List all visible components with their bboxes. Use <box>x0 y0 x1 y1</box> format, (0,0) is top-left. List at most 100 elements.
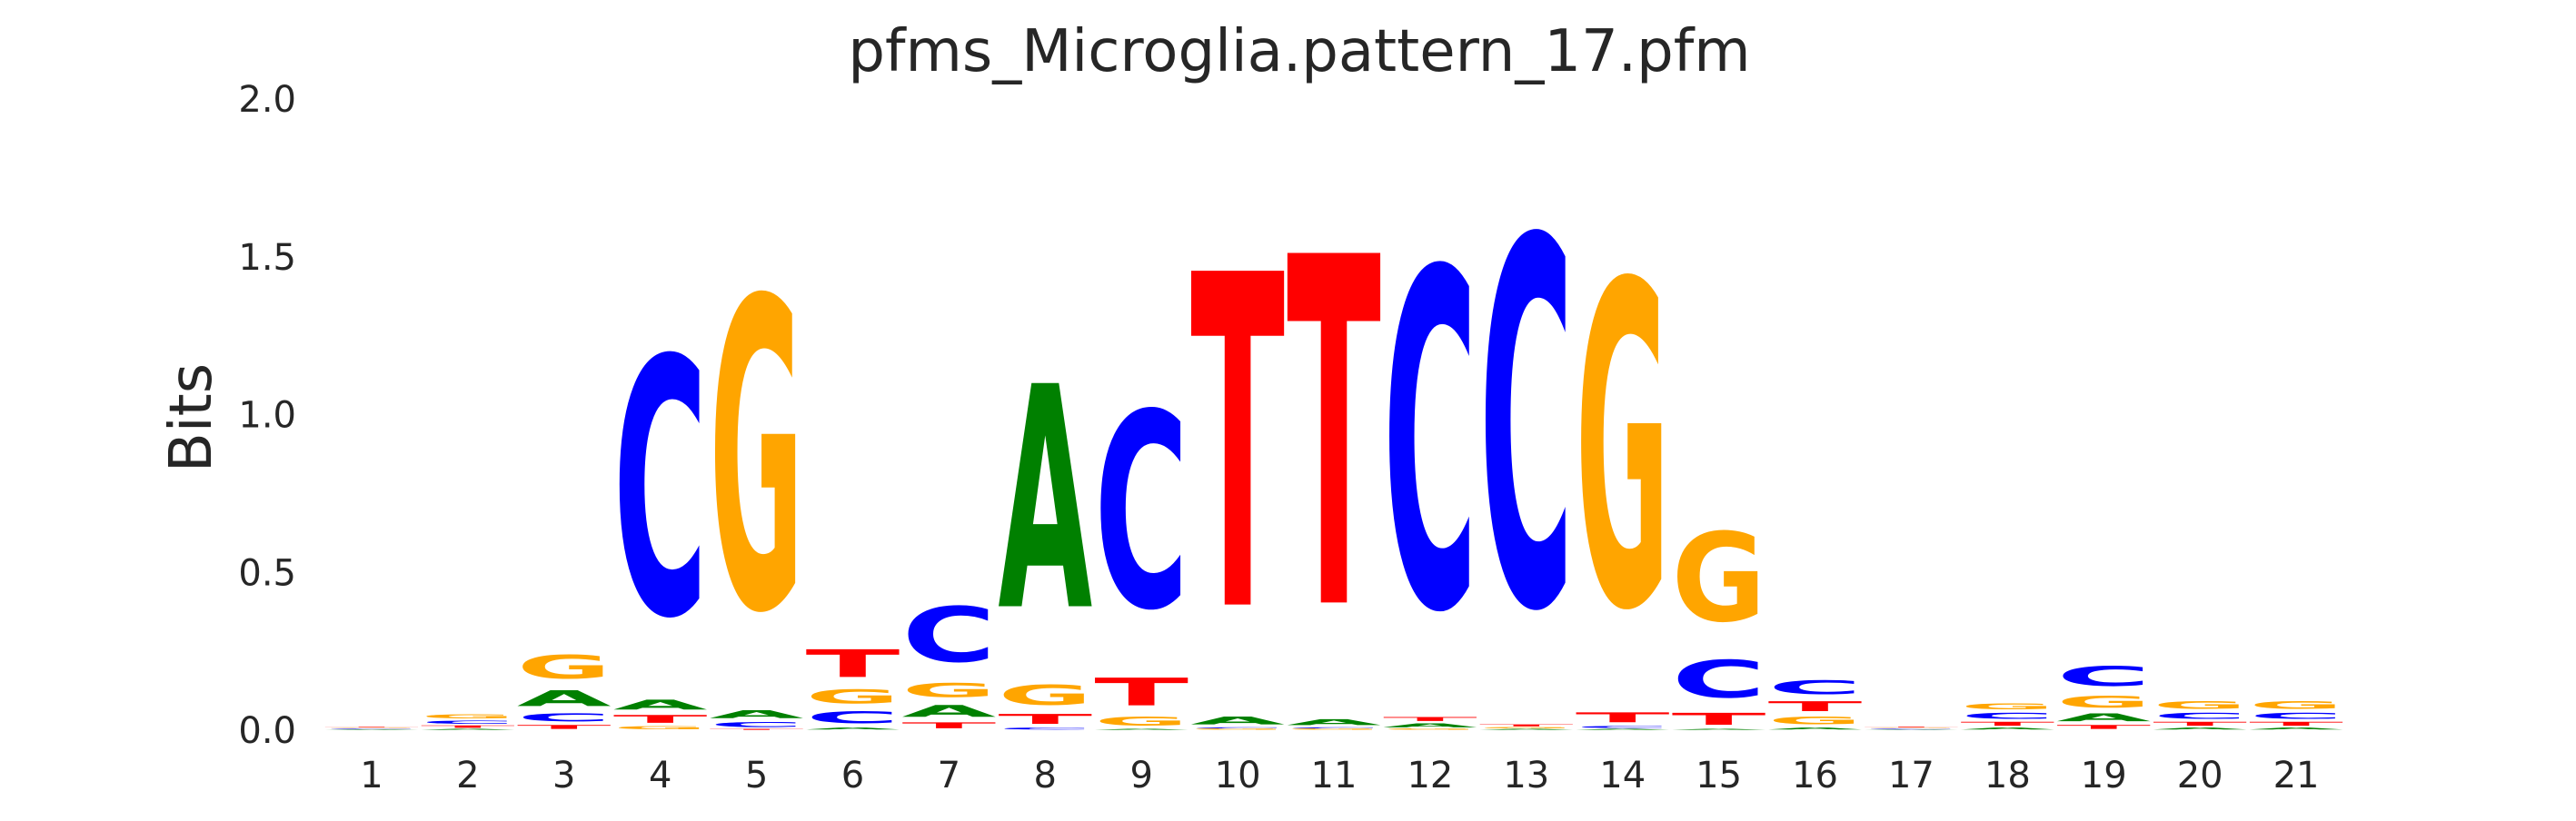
logo-letter-g: G <box>1190 728 1285 730</box>
logo-letter-a: A <box>710 708 804 721</box>
logo-letter-a: A <box>613 697 708 713</box>
logo-letter-c: C <box>710 721 804 729</box>
logo-letter-g: G <box>2056 692 2151 711</box>
logo-letter-a: A <box>2249 727 2343 730</box>
x-tick-label: 15 <box>1696 755 1742 796</box>
x-tick-label: 11 <box>1311 755 1358 796</box>
logo-letter-a: A <box>324 729 419 730</box>
logo-letter-t: T <box>1576 710 1670 726</box>
logo-letter-g: G <box>2249 698 2343 711</box>
logo-letter-c: C <box>1768 677 1863 698</box>
logo-letter-c: C <box>1865 728 1959 729</box>
logo-letter-c: C <box>2249 711 2343 720</box>
logo-letter-t: T <box>421 725 515 728</box>
logo-letter-a: A <box>2153 727 2247 730</box>
logo-letter-c: C <box>2056 661 2151 693</box>
logo-letter-a: A <box>517 686 612 711</box>
logo-letters: ACGTATCGTCAGGTACTCAGACGTTAGCCTGAAGTCGCAT… <box>324 136 2343 730</box>
x-tick-label: 14 <box>1599 755 1646 796</box>
logo-letter-t: T <box>710 728 804 730</box>
y-axis-label: Bits <box>158 363 225 472</box>
x-tick-label: 9 <box>1129 755 1152 796</box>
x-tick-label: 10 <box>1215 755 1261 796</box>
x-tick-label: 17 <box>1888 755 1934 796</box>
logo-letter-a: A <box>998 323 1093 679</box>
logo-letter-t: T <box>998 711 1092 727</box>
logo-letter-t: T <box>613 713 708 726</box>
logo-letter-c: C <box>1190 727 1285 729</box>
logo-letter-t: T <box>1672 709 1766 728</box>
logo-letter-t: T <box>1190 179 1286 713</box>
logo-letter-g: G <box>517 648 612 687</box>
logo-letter-g: G <box>806 687 900 708</box>
logo-letter-t: T <box>1094 670 1189 715</box>
logo-letter-a: A <box>901 702 996 721</box>
logo-letter-g: G <box>1383 728 1477 730</box>
logo-letter-t: T <box>2056 724 2151 730</box>
x-tick-label: 1 <box>360 755 383 796</box>
logo-letter-c: C <box>1383 176 1477 715</box>
logo-letter-a: A <box>1190 715 1285 727</box>
logo-letter-a: A <box>421 728 515 730</box>
y-tick-label: 2.0 <box>238 79 296 121</box>
x-tick-label: 5 <box>745 755 768 796</box>
logo-letter-t: T <box>517 724 612 730</box>
logo-letter-a: A <box>1960 727 2054 730</box>
x-tick-label: 4 <box>649 755 671 796</box>
logo-letter-t: T <box>1479 724 1574 727</box>
y-tick-label: 1.5 <box>238 237 296 279</box>
y-tick-label: 0.5 <box>238 552 296 594</box>
logo-letter-c: C <box>2153 711 2247 720</box>
logo-letter-g: G <box>1576 192 1670 709</box>
x-tick-label: 20 <box>2177 755 2223 796</box>
logo-letter-a: A <box>1383 722 1477 728</box>
logo-letter-g: G <box>421 713 515 720</box>
x-tick-label: 2 <box>456 755 479 796</box>
logo-letter-g: G <box>2153 698 2247 711</box>
logo-letter-a: A <box>1479 728 1574 730</box>
x-tick-label: 8 <box>1034 755 1057 796</box>
x-tick-label: 19 <box>2081 755 2127 796</box>
logo-letter-a: A <box>1094 728 1189 730</box>
logo-letter-t: T <box>1768 698 1863 714</box>
logo-letter-g: G <box>1479 727 1574 729</box>
chart-title: pfms_Microglia.pattern_17.pfm <box>848 18 1750 85</box>
logo-letter-g: G <box>1672 508 1766 649</box>
x-tick-label: 16 <box>1792 755 1838 796</box>
logo-letter-a: A <box>806 727 900 730</box>
logo-letter-g: G <box>998 679 1092 711</box>
x-tick-label: 21 <box>2273 755 2320 796</box>
logo-letter-a: A <box>1865 729 1959 730</box>
logo-letter-g: G <box>1287 728 1381 730</box>
logo-letter-c: C <box>1576 726 1670 728</box>
y-tick-label: 1.0 <box>238 395 296 437</box>
logo-letter-g: G <box>613 726 708 730</box>
logo-letter-t: T <box>1383 716 1477 722</box>
logo-letter-c: C <box>806 708 900 727</box>
logo-letter-c: C <box>1672 650 1766 710</box>
logo-letter-c: C <box>998 727 1092 730</box>
logo-letter-a: A <box>1576 728 1670 730</box>
logo-letter-g: G <box>324 727 419 728</box>
x-tick-label: 12 <box>1407 755 1453 796</box>
logo-letter-t: T <box>2153 721 2247 727</box>
x-tick-label: 18 <box>1984 755 2031 796</box>
logo-letter-t: T <box>1960 721 2054 727</box>
logo-letter-c: C <box>613 285 708 696</box>
logo-letter-a: A <box>1768 727 1863 730</box>
logo-letter-g: G <box>1960 702 2054 711</box>
y-axis-ticks: 0.0 0.5 1.0 1.5 2.0 <box>238 79 296 752</box>
logo-letter-c: C <box>517 711 612 724</box>
x-axis-ticks: 1 2 3 4 5 6 7 8 9 10 11 12 13 14 15 16 17 18 19 20 21 <box>360 755 2319 796</box>
logo-letter-c: C <box>421 720 515 726</box>
logo-letter-t: T <box>1287 157 1382 717</box>
logo-letter-c: C <box>324 728 419 729</box>
logo-letter-g: G <box>1094 715 1189 729</box>
x-tick-label: 13 <box>1503 755 1549 796</box>
logo-letter-a: A <box>2056 711 2151 724</box>
x-tick-label: 7 <box>938 755 960 796</box>
logo-letter-t: T <box>806 642 900 687</box>
logo-letter-g: G <box>901 680 996 702</box>
